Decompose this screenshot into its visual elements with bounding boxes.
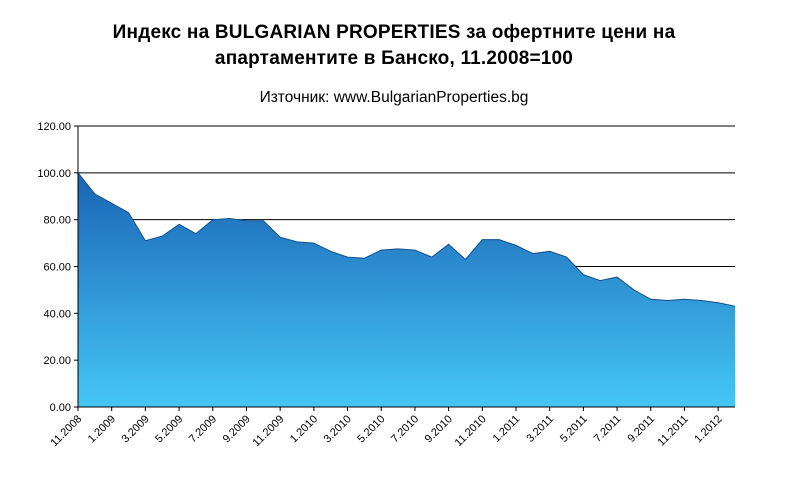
x-tick-label: 1.2011 (491, 413, 523, 445)
chart-source: Източник: www.BulgarianProperties.bg (259, 89, 529, 106)
y-tick-label: 20.00 (43, 355, 71, 367)
y-tick-label: 100.00 (37, 168, 71, 180)
index-area-chart: 0.00 20.00 40.00 60.00 80.00 100.00 120.00 11.2… (37, 121, 736, 449)
x-tick-label: 7.2009 (187, 413, 219, 445)
x-tick-label: 3.2010 (322, 413, 354, 445)
x-tick-label: 3.2011 (524, 413, 556, 445)
x-tick-label: 1.2012 (692, 413, 724, 445)
y-tick-label: 0.00 (50, 402, 71, 414)
y-tick-label: 60.00 (43, 262, 71, 274)
x-tick-label: 5.2011 (558, 413, 590, 445)
chart-title: Индекс на BULGARIAN PROPERTIES за офертн… (112, 22, 676, 69)
y-tick-label: 80.00 (43, 215, 71, 227)
x-tick-label: 9.2009 (221, 413, 253, 445)
series-top-edge (77, 172, 736, 307)
area-series (78, 172, 735, 407)
x-tick-label: 11.2010 (453, 413, 489, 449)
x-tick-label: 11.2011 (655, 413, 690, 448)
x-tick-label: 7.2010 (389, 413, 421, 445)
y-tick-label: 40.00 (43, 308, 71, 320)
x-tick-label: 3.2009 (119, 413, 151, 445)
x-tick-label: 11.2009 (251, 413, 287, 449)
x-tick-label: 5.2010 (355, 413, 387, 445)
x-tick-label: 11.2008 (48, 413, 84, 449)
x-tick-label: 9.2010 (423, 413, 455, 445)
x-tick-label: 1.2009 (86, 413, 118, 445)
x-tick-label: 9.2011 (625, 413, 657, 445)
y-tick-label: 120.00 (37, 121, 71, 133)
x-tick-label: 7.2011 (592, 413, 624, 445)
x-tick-label: 5.2009 (153, 413, 185, 445)
x-tick-label: 1.2010 (288, 413, 320, 445)
